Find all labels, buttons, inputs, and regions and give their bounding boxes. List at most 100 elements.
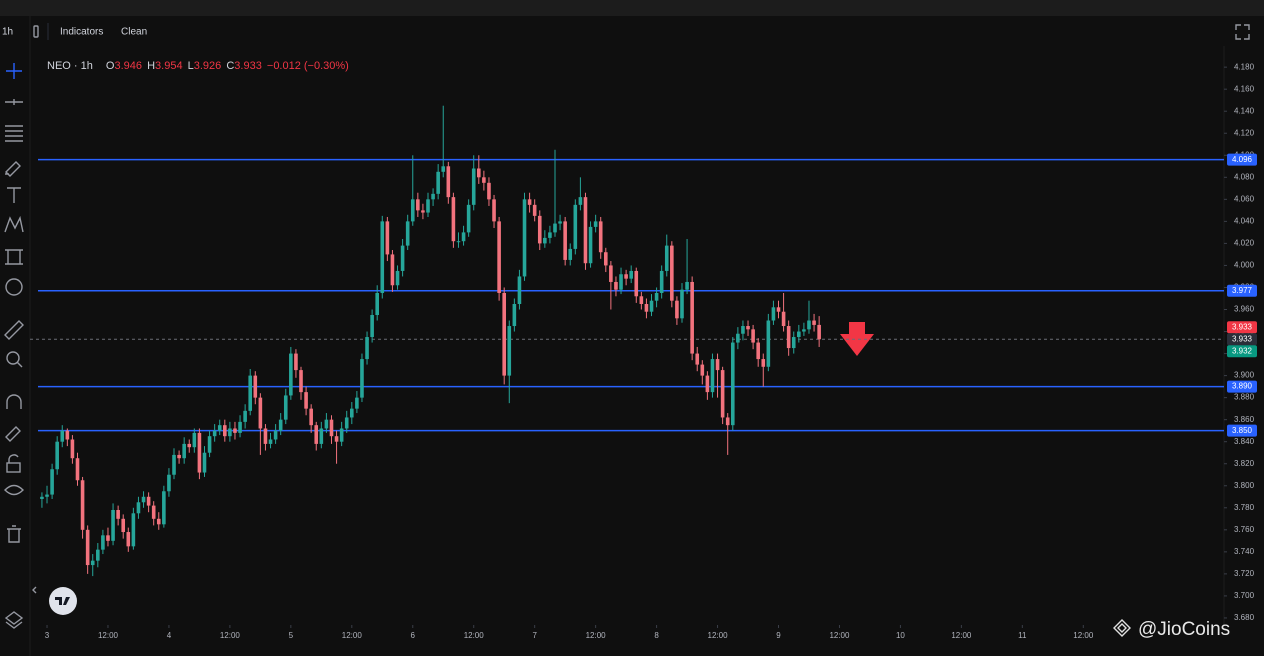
candle-body: [299, 370, 303, 393]
x-tick-label: 6: [411, 631, 416, 640]
legend-l: L: [188, 60, 194, 72]
x-tick-label: 4: [167, 631, 172, 640]
price-tag: [1227, 345, 1257, 358]
candle-body: [380, 221, 385, 293]
price-tag-label: 3.933: [1232, 322, 1253, 331]
candle-body: [451, 197, 456, 242]
candle-body: [751, 329, 755, 343]
y-tick-label: 3.720: [1234, 569, 1255, 578]
text-tool[interactable]: [7, 187, 21, 203]
price-tag-label: 3.933: [1232, 334, 1253, 343]
candle-body: [131, 513, 136, 547]
clean-button[interactable]: Clean: [121, 27, 147, 38]
candle-body: [802, 329, 806, 332]
icon-tool[interactable]: [5, 278, 23, 296]
legend-high: 3.954: [155, 60, 183, 72]
candle-body: [75, 458, 80, 481]
indicators-button[interactable]: Indicators: [60, 27, 103, 38]
price-tag: [1227, 333, 1257, 346]
candle-body: [548, 232, 552, 238]
candle-body: [476, 168, 481, 178]
zoom-tool[interactable]: [6, 351, 20, 365]
tv-logo[interactable]: [49, 587, 77, 615]
y-tick-label: 3.780: [1234, 503, 1255, 512]
fib-tool[interactable]: [5, 125, 23, 142]
candle-body: [375, 292, 380, 316]
candle-body: [410, 199, 415, 222]
y-tick-label: 4.040: [1234, 216, 1255, 225]
trend-line-tool[interactable]: [5, 99, 23, 105]
x-tick-label: 12:00: [708, 631, 729, 640]
x-tick-label: 9: [776, 631, 781, 640]
candle-body: [65, 430, 70, 440]
level-tag: [1227, 424, 1257, 437]
down-arrow: [840, 322, 874, 356]
candle-body: [426, 199, 430, 213]
candle-body: [40, 496, 44, 499]
level-tag: [1227, 380, 1257, 393]
interval-button[interactable]: 1h: [2, 27, 13, 38]
x-tick-label: 12:00: [98, 631, 119, 640]
brush-tool[interactable]: [5, 161, 21, 177]
candle-body: [446, 166, 451, 198]
legend-c: C: [226, 60, 234, 72]
y-tick-label: 4.060: [1234, 194, 1255, 203]
candle-body: [588, 226, 593, 264]
x-tick-label: 12:00: [1073, 631, 1094, 640]
candle-body: [741, 326, 745, 334]
lock-tool[interactable]: [6, 462, 21, 473]
y-tick-label: 3.840: [1234, 437, 1255, 446]
object-tree[interactable]: [4, 611, 24, 629]
crosshair-tool[interactable]: [6, 63, 22, 79]
candle-body: [136, 502, 141, 514]
compare-icon[interactable]: [33, 25, 39, 38]
symbol: NEO · 1h: [47, 60, 93, 72]
y-tick-label: 3.680: [1234, 613, 1255, 622]
candle-body: [644, 303, 649, 312]
tv-logo-mark: [55, 597, 70, 605]
candle-body: [756, 342, 760, 360]
candle-body: [441, 166, 446, 172]
candle-body: [238, 421, 242, 433]
candle-body: [578, 197, 583, 205]
candle-body: [705, 375, 710, 393]
ruler-tool[interactable]: [4, 320, 24, 340]
y-tick-label: 4.000: [1234, 261, 1255, 270]
pattern-tool[interactable]: [4, 215, 24, 233]
left-toolbar: [4, 63, 37, 629]
prediction-tool[interactable]: [5, 249, 23, 265]
candle-body: [421, 210, 425, 213]
candle-body: [781, 311, 786, 327]
candle-body: [395, 270, 400, 286]
candle-body: [522, 199, 527, 277]
fullscreen-icon[interactable]: [1235, 24, 1250, 40]
y-tick-label: 3.700: [1234, 591, 1255, 600]
hide-tool[interactable]: [4, 484, 24, 496]
candle-body: [268, 439, 273, 444]
candle-body: [746, 326, 750, 330]
candle-body: [614, 281, 618, 290]
candle-body: [223, 425, 227, 437]
candle-body: [807, 320, 811, 330]
candle-body: [583, 197, 588, 264]
level-tag-label: 4.096: [1232, 155, 1253, 164]
collapse-arrow[interactable]: [32, 586, 37, 594]
candle-body: [400, 245, 405, 271]
candle-body: [126, 532, 131, 547]
legend-h: H: [147, 60, 155, 72]
x-tick-label: 12:00: [342, 631, 363, 640]
y-tick-label: 3.880: [1234, 393, 1255, 402]
candle-body: [598, 221, 603, 253]
candle-body: [70, 439, 75, 459]
magnet-tool[interactable]: [6, 394, 22, 409]
candle-body: [192, 432, 197, 448]
candle-body: [339, 428, 344, 442]
candle-body: [466, 204, 471, 233]
delete-tool[interactable]: [7, 525, 21, 543]
candle-body: [146, 496, 151, 506]
y-tick-label: 3.820: [1234, 459, 1255, 468]
stay-drawing-tool[interactable]: [5, 426, 21, 442]
candle-body: [639, 296, 644, 304]
lock-shackle: [8, 454, 19, 463]
candle-body: [700, 364, 705, 376]
